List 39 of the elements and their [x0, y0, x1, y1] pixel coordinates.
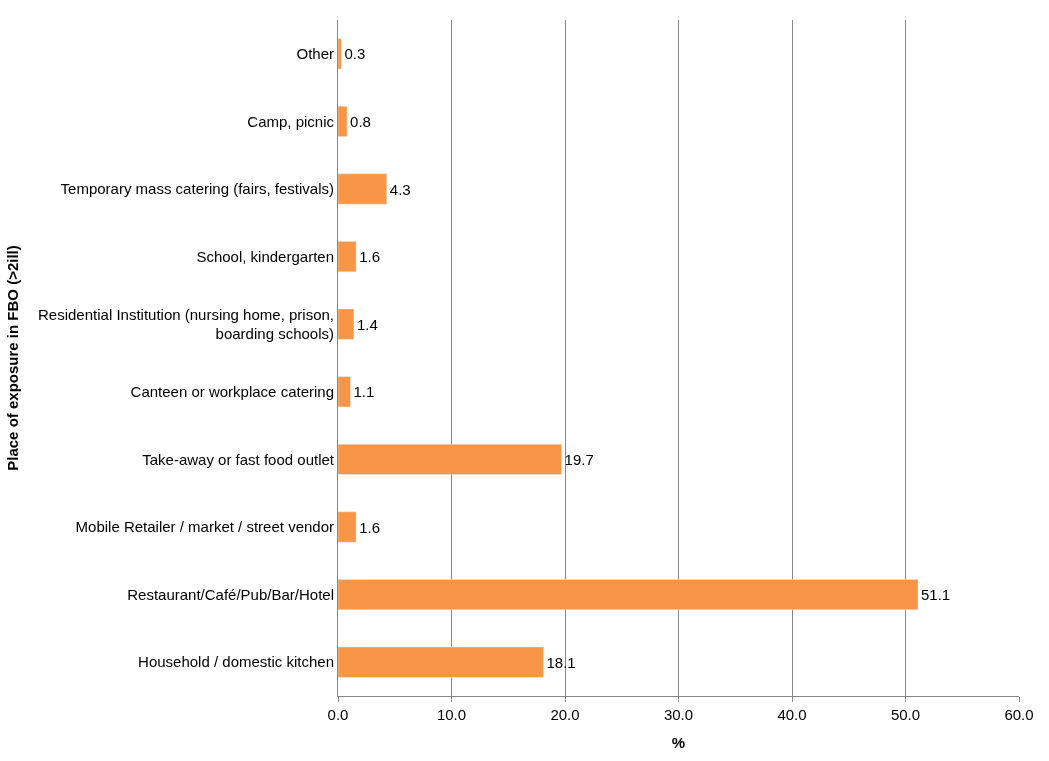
- bar: [338, 443, 562, 475]
- y-axis-title: Place of exposure in FBO (>2ill): [4, 245, 22, 471]
- data-label: 0.3: [344, 45, 366, 63]
- x-tick-label: 0.0: [327, 706, 349, 723]
- data-label: 1.4: [356, 315, 378, 333]
- y-tick-label: Canteen or workplace catering: [130, 383, 334, 401]
- data-label: 0.8: [350, 112, 371, 130]
- y-tick-label: Restaurant/Café/Pub/Bar/Hotel: [127, 585, 334, 603]
- bar: [338, 511, 357, 543]
- x-tick-label: 40.0: [777, 706, 807, 723]
- x-tick-label: 30.0: [663, 706, 694, 723]
- bar: [338, 308, 355, 340]
- x-tick-label: 20.0: [550, 706, 580, 723]
- bar: [338, 376, 351, 408]
- x-tick-label: 10.0: [436, 706, 467, 723]
- y-tick-label: Residential Institution (nursing home, prison, boarding schools): [38, 305, 334, 343]
- y-tick-label: Temporary mass catering (fairs, festivals): [60, 180, 334, 198]
- data-label: 19.7: [564, 450, 594, 468]
- bar: [338, 173, 388, 205]
- bar: [338, 579, 919, 611]
- bar: [338, 105, 348, 137]
- bar: [338, 38, 342, 70]
- y-tick-label: Other: [296, 45, 334, 63]
- y-tick-label: Mobile Retailer / market / street vendor: [75, 518, 334, 536]
- data-label: 1.6: [359, 248, 381, 266]
- data-label: 1.6: [359, 518, 381, 536]
- bar: [338, 646, 544, 678]
- y-tick-label: School, kindergarten: [196, 247, 334, 265]
- y-tick-label: Household / domestic kitchen: [138, 653, 334, 671]
- x-tick-label: 60.0: [1004, 706, 1034, 723]
- data-label: 18.1: [546, 653, 576, 671]
- y-tick-label: Take-away or fast food outlet: [142, 450, 335, 468]
- x-axis-title: %: [671, 734, 686, 751]
- x-tick-label: 50.0: [890, 706, 921, 723]
- bar: [338, 241, 357, 273]
- data-label: 4.3: [389, 180, 411, 198]
- data-label: 51.1: [920, 586, 951, 604]
- y-tick-label: Camp, picnic: [247, 112, 335, 130]
- data-label: 1.1: [353, 383, 375, 401]
